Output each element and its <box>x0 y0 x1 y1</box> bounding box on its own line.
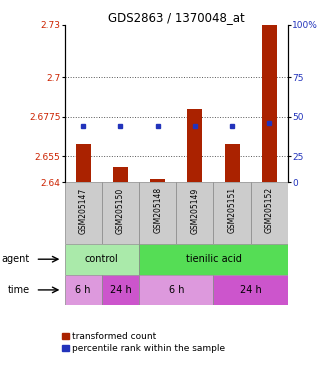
Bar <box>65 275 102 305</box>
Bar <box>76 144 91 182</box>
Bar <box>225 144 240 182</box>
Text: time: time <box>8 285 30 295</box>
Bar <box>102 182 139 244</box>
Bar <box>251 182 288 244</box>
Text: control: control <box>85 254 118 264</box>
Text: agent: agent <box>2 254 30 264</box>
Bar <box>65 182 102 244</box>
Legend: transformed count, percentile rank within the sample: transformed count, percentile rank withi… <box>63 333 225 353</box>
Bar <box>102 275 139 305</box>
Text: GSM205147: GSM205147 <box>79 187 88 233</box>
Text: 24 h: 24 h <box>240 285 261 295</box>
Text: GSM205151: GSM205151 <box>228 187 237 233</box>
Text: GSM205150: GSM205150 <box>116 187 125 233</box>
Bar <box>176 182 213 244</box>
Bar <box>139 275 213 305</box>
Text: 6 h: 6 h <box>75 285 91 295</box>
Text: tienilic acid: tienilic acid <box>186 254 241 264</box>
Text: 6 h: 6 h <box>168 285 184 295</box>
Bar <box>139 182 176 244</box>
Text: 24 h: 24 h <box>110 285 131 295</box>
Bar <box>213 182 251 244</box>
Bar <box>139 244 288 275</box>
Text: GSM205149: GSM205149 <box>190 187 199 233</box>
Bar <box>262 25 277 182</box>
Title: GDS2863 / 1370048_at: GDS2863 / 1370048_at <box>108 11 245 24</box>
Text: GSM205148: GSM205148 <box>153 187 162 233</box>
Bar <box>213 275 288 305</box>
Bar <box>150 179 165 182</box>
Bar <box>65 244 139 275</box>
Text: GSM205152: GSM205152 <box>265 187 274 233</box>
Bar <box>113 167 128 182</box>
Bar <box>187 109 202 182</box>
